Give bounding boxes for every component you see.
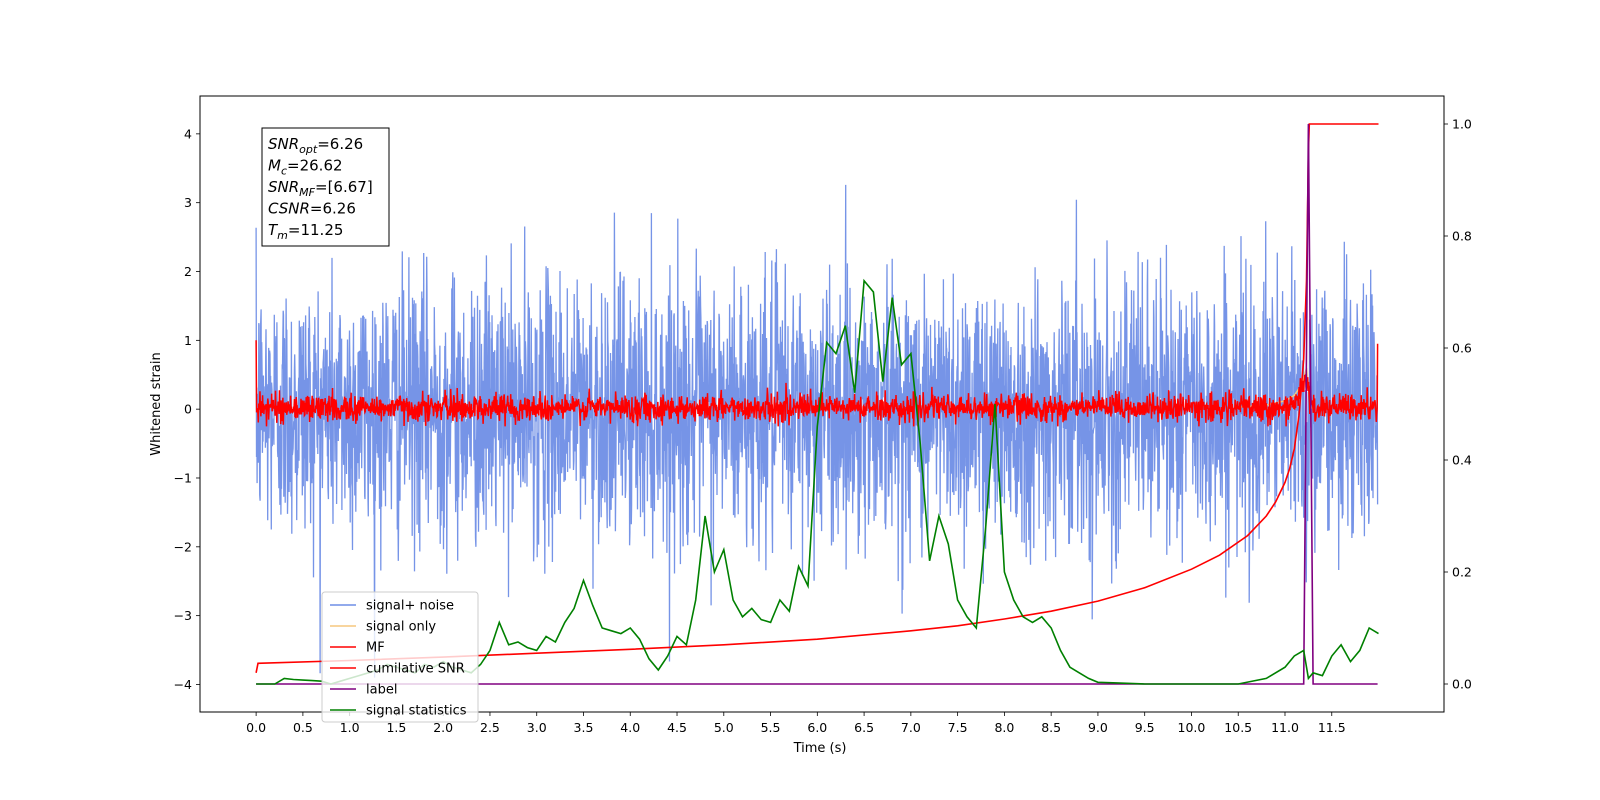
x-tick-label: 6.5: [854, 720, 874, 735]
legend-label: signal only: [366, 620, 436, 635]
x-tick-label: 10.5: [1224, 720, 1252, 735]
info-box-line: Mc=26.62: [268, 157, 343, 178]
x-tick-label: 7.0: [901, 720, 921, 735]
y-tick-left-label: 4: [184, 126, 192, 141]
x-tick-label: 8.0: [994, 720, 1014, 735]
y-tick-left-label: 1: [184, 333, 192, 348]
info-box-line: SNRMF=[6.67]: [268, 178, 373, 199]
legend-label: signal statistics: [366, 704, 467, 719]
y-axis-label: Whitened strain: [149, 352, 164, 455]
series-mf: [255, 340, 1379, 427]
x-axis: 0.0 0.5 1.0 1.5 2.0 2.5 3.0 3.5 4.0 4.5 5.0 5.5 6.0 6…: [246, 712, 1346, 735]
legend-label: label: [366, 683, 397, 698]
x-tick-label: 4.0: [620, 720, 640, 735]
x-tick-label: 5.0: [714, 720, 734, 735]
x-tick-label: 0.0: [246, 720, 266, 735]
x-tick-label: 0.5: [293, 720, 313, 735]
y-tick-left-label: −1: [174, 470, 192, 485]
x-tick-label: 2.0: [433, 720, 453, 735]
info-box-line: Tm=11.25: [268, 221, 343, 242]
y-tick-left-label: −2: [174, 539, 192, 554]
x-tick-label: 2.5: [480, 720, 500, 735]
x-tick-label: 4.5: [667, 720, 687, 735]
legend-label: cumilative SNR: [366, 662, 465, 677]
y-tick-right-label: 0.0: [1452, 677, 1472, 692]
y-axis-right: 1.0 0.8 0.6 0.4 0.2 0.0: [1444, 117, 1472, 692]
y-tick-left-label: −4: [174, 677, 192, 692]
x-tick-label: 11.0: [1271, 720, 1299, 735]
plot-frame: [199, 95, 1445, 713]
series-cumulative-snr: [255, 123, 1379, 673]
x-tick-label: 9.5: [1135, 720, 1155, 735]
series-label: [256, 123, 1378, 685]
x-tick-label: 10.0: [1178, 720, 1206, 735]
x-tick-label: 1.0: [340, 720, 360, 735]
y-tick-left-label: 3: [184, 195, 192, 210]
x-tick-label: 9.0: [1088, 720, 1108, 735]
legend-label: signal+ noise: [366, 599, 454, 614]
x-tick-label: 11.5: [1318, 720, 1346, 735]
y-tick-right-label: 0.8: [1452, 229, 1472, 244]
y-tick-left-label: 0: [184, 402, 192, 417]
info-box-frame: [261, 127, 390, 247]
y-tick-right-label: 0.4: [1452, 453, 1472, 468]
x-axis-label: Time (s): [793, 741, 847, 756]
x-tick-label: 3.5: [574, 720, 594, 735]
info-box-line: SNRopt=6.26: [268, 135, 363, 156]
x-tick-label: 1.5: [386, 720, 406, 735]
y-tick-left-label: −3: [174, 608, 192, 623]
y-axis-left: 4 3 2 1 0 −1 −2 −3 −4: [174, 126, 200, 692]
legend: signal+ noise signal only MF cumilative SNR…: [321, 591, 479, 723]
info-box: SNRopt=6.26Mc=26.62SNRMF=[6.67]CSNR=6.26…: [261, 127, 390, 247]
x-tick-label: 6.0: [807, 720, 827, 735]
x-tick-label: 7.5: [948, 720, 968, 735]
y-tick-right-label: 1.0: [1452, 117, 1472, 132]
x-tick-label: 5.5: [761, 720, 781, 735]
legend-label: MF: [366, 641, 385, 656]
x-tick-label: 8.5: [1041, 720, 1061, 735]
y-tick-right-label: 0.6: [1452, 341, 1472, 356]
info-box-line: CSNR=6.26: [268, 200, 356, 218]
series-layer: [255, 123, 1379, 685]
y-tick-right-label: 0.2: [1452, 565, 1472, 580]
x-tick-label: 3.0: [527, 720, 547, 735]
series-signal-noise: [255, 184, 1379, 678]
y-tick-left-label: 2: [184, 264, 192, 279]
legend-frame: [321, 591, 479, 723]
